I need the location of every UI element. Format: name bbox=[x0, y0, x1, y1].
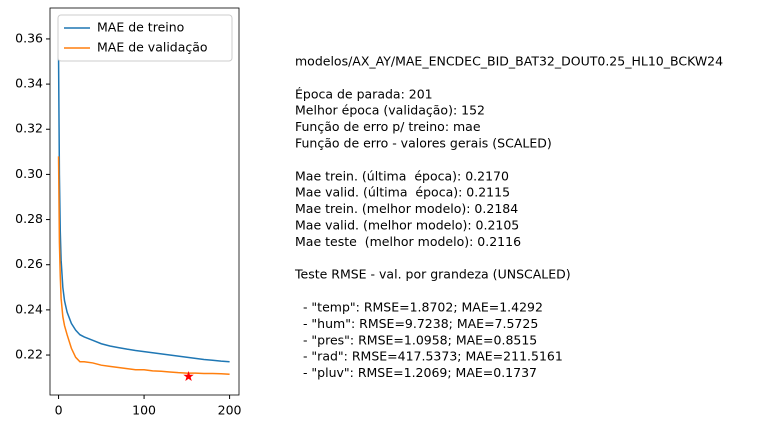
info-text: Época de parada: 201 bbox=[295, 86, 433, 101]
best-point bbox=[183, 370, 194, 381]
y-tick-label: 0.32 bbox=[15, 121, 43, 136]
y-tick-label: 0.34 bbox=[15, 76, 43, 91]
legend-label: MAE de treino bbox=[97, 20, 184, 35]
info-text: Mae valid. (melhor modelo): 0.2105 bbox=[295, 218, 519, 233]
y-tick-label: 0.22 bbox=[15, 347, 43, 362]
info-text: - "pres": RMSE=1.0958; MAE=0.8515 bbox=[295, 332, 537, 347]
info-text: - "rad": RMSE=417.5373; MAE=211.5161 bbox=[295, 349, 563, 364]
y-tick-label: 0.26 bbox=[15, 256, 43, 271]
x-tick-label: 100 bbox=[132, 403, 156, 418]
info-text: Função de erro - valores gerais (SCALED) bbox=[295, 136, 552, 151]
axes-frame bbox=[49, 7, 240, 396]
info-text: Mae teste (melhor modelo): 0.2116 bbox=[295, 234, 521, 249]
info-text: - "temp": RMSE=1.8702; MAE=1.4292 bbox=[295, 300, 543, 315]
info-text: Teste RMSE - val. por grandeza (UNSCALED… bbox=[294, 267, 571, 282]
y-tick-label: 0.36 bbox=[15, 30, 43, 45]
y-tick-label: 0.30 bbox=[15, 166, 43, 181]
y-tick-label: 0.24 bbox=[15, 301, 43, 316]
x-tick-label: 0 bbox=[55, 403, 63, 418]
info-text: Mae trein. (melhor modelo): 0.2184 bbox=[295, 201, 518, 216]
info-text: modelos/AX_AY/MAE_ENCDEC_BID_BAT32_DOUT0… bbox=[295, 54, 723, 69]
info-text: Mae valid. (última época): 0.2115 bbox=[295, 185, 510, 200]
info-text: Função de erro p/ treino: mae bbox=[295, 119, 481, 134]
series-line bbox=[57, 156, 230, 375]
info-text: - "hum": RMSE=9.7238; MAE=7.5725 bbox=[295, 316, 538, 331]
series-line bbox=[57, 56, 230, 363]
info-text: Mae trein. (última época): 0.2170 bbox=[295, 168, 509, 183]
info-text: - "pluv": RMSE=1.2069; MAE=0.1737 bbox=[295, 365, 537, 380]
y-tick-label: 0.28 bbox=[15, 211, 43, 226]
legend-box bbox=[57, 14, 233, 62]
info-text: Melhor época (validação): 152 bbox=[295, 103, 485, 118]
x-tick-label: 200 bbox=[218, 403, 242, 418]
legend-label: MAE de validação bbox=[97, 40, 208, 55]
